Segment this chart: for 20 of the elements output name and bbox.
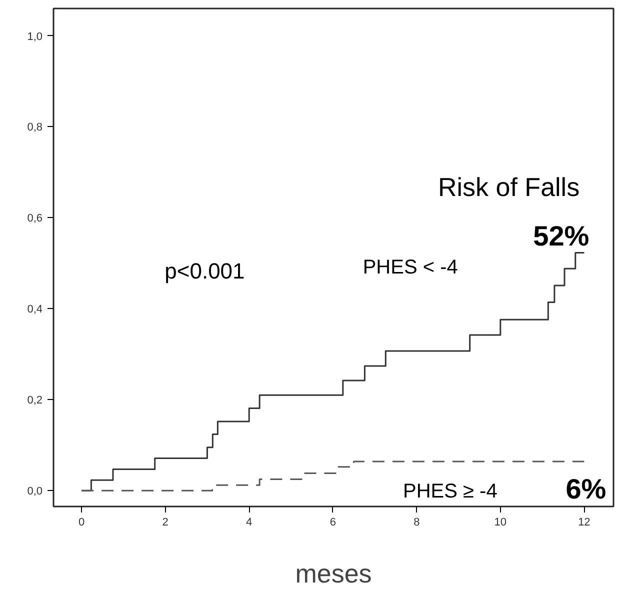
x-tick-label: 2 <box>162 516 168 528</box>
x-tick-label: 0 <box>78 516 85 528</box>
y-tick-label: 0,8 <box>27 122 43 134</box>
x-axis-title: meses <box>295 558 372 588</box>
y-tick-label: 0,0 <box>27 486 43 498</box>
annotation: p<0.001 <box>164 258 245 284</box>
x-tick-label: 4 <box>246 516 252 528</box>
x-tick-label: 12 <box>578 516 590 528</box>
y-tick-label: 0,6 <box>27 212 43 225</box>
x-tick-label: 6 <box>330 516 336 528</box>
text: PHES < -4 <box>362 256 458 279</box>
y-tick-label: 0,2 <box>27 394 43 407</box>
annotation: Risk of Falls <box>438 172 580 202</box>
x-tick-label: 10 <box>494 516 507 528</box>
y-tick-label: 0,4 <box>27 304 43 316</box>
series-label: PHES ≥ -4 <box>402 480 498 502</box>
y-tick-label: 1,0 <box>27 30 43 43</box>
annotation: 6% <box>566 473 606 504</box>
annotation: 52% <box>533 220 590 252</box>
x-tick-label: 8 <box>414 516 420 528</box>
